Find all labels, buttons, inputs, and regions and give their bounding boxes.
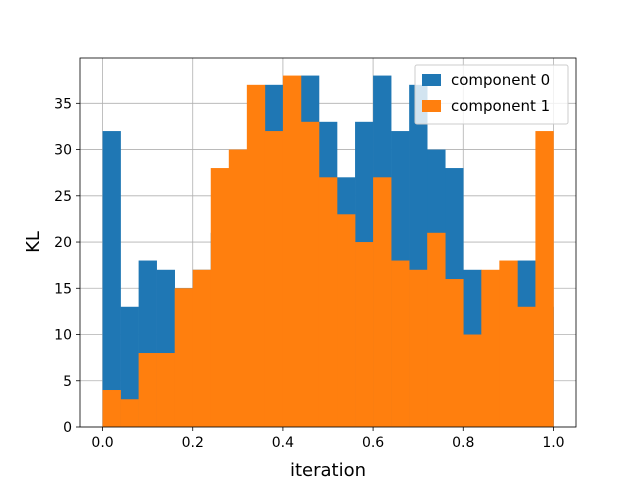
bar-series-1-bin-22	[499, 260, 518, 427]
bar-series-1-bin-24	[535, 131, 554, 427]
y-tick-label-7: 35	[54, 96, 72, 112]
bar-series-1-bin-6	[210, 168, 230, 428]
plot-frame	[79, 57, 577, 428]
bar-series-1-bin-20	[463, 334, 482, 427]
bar-series-1-bin-10	[282, 75, 302, 428]
legend: component 0 component 1	[414, 64, 569, 125]
bar-series-1-bin-7	[228, 149, 248, 427]
bar-series-0-bin-1	[120, 306, 139, 427]
bar-series-1-bin-4	[174, 288, 194, 427]
bar-series-1-bin-3	[156, 353, 175, 427]
bars	[102, 75, 554, 428]
bar-series-1-bin-15	[373, 177, 392, 427]
y-tick-label-4: 20	[54, 235, 72, 251]
x-tick-label-1: 0.2	[182, 435, 204, 451]
legend-swatch-component-1	[422, 100, 441, 112]
bar-series-1-bin-23	[517, 306, 536, 427]
bar-series-1-bin-1	[120, 399, 139, 427]
y-tick-label-5: 25	[54, 189, 72, 205]
bar-series-1-bin-0	[102, 390, 121, 427]
legend-box	[414, 64, 569, 125]
bar-series-1-bin-12	[318, 177, 338, 427]
x-tick-label-4: 0.8	[452, 435, 474, 451]
y-tick-label-2: 10	[54, 328, 72, 344]
x-axis-ticks: 0.0 0.2 0.4 0.6 0.8 1.0	[91, 427, 565, 451]
series-1	[102, 75, 554, 428]
bar-series-1-bin-17	[409, 269, 428, 427]
bar-series-1-bin-5	[192, 269, 212, 427]
y-tick-label-0: 0	[63, 420, 72, 436]
y-tick-label-1: 5	[63, 374, 72, 390]
bar-series-1-bin-19	[445, 279, 464, 427]
bar-series-1-bin-14	[355, 242, 374, 427]
x-axis-label: iteration	[290, 460, 366, 480]
bar-series-1-bin-16	[391, 260, 410, 427]
bar-series-1-bin-21	[481, 269, 500, 427]
legend-swatch-component-0	[422, 74, 441, 86]
bar-series-1-bin-18	[427, 232, 446, 427]
legend-entry-component-1: component 1	[451, 97, 550, 115]
bar-series-1-bin-2	[138, 353, 157, 427]
x-tick-label-5: 1.0	[542, 435, 564, 451]
x-tick-label-3: 0.6	[362, 435, 384, 451]
x-tick-label-0: 0.0	[91, 435, 113, 451]
bar-series-1-bin-11	[300, 121, 320, 428]
y-tick-label-6: 30	[54, 143, 72, 159]
bar-series-1-bin-8	[246, 84, 266, 427]
y-axis-ticks: 0 5 10 15 20 25 30 35	[54, 96, 80, 436]
y-axis-label: KL	[23, 231, 44, 253]
bar-series-1-bin-13	[337, 214, 356, 427]
bar-series-0-bin-0	[102, 131, 121, 427]
legend-entry-component-0: component 0	[451, 71, 550, 89]
y-tick-label-3: 15	[54, 281, 72, 297]
bar-series-1-bin-9	[264, 131, 284, 427]
x-tick-label-2: 0.4	[272, 435, 294, 451]
